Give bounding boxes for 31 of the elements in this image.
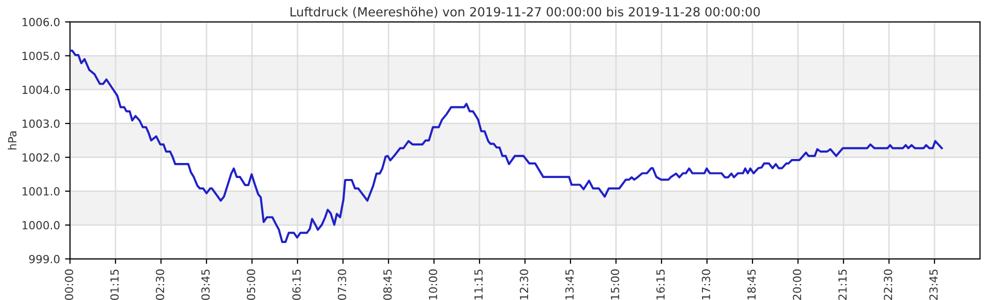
x-tick-label: 18:45 [747,270,756,300]
x-tick-label: 11:15 [474,270,483,300]
x-tick-label: 02:30 [156,269,164,300]
x-tick-label: 20:00 [792,269,802,300]
y-tick-label: 999.0 [29,254,60,264]
x-tick-label: 08:45 [383,270,392,300]
x-tick-label: 23:45 [929,270,938,300]
x-tick-label: 03:45 [201,270,210,300]
y-tick-label: 1002.0 [22,153,60,162]
y-tick-label: 1004.0 [22,86,60,94]
x-tick-label: 07:30 [338,269,346,300]
x-tick-label: 22:30 [884,269,892,300]
x-tick-label: 00:00 [64,269,74,300]
x-tick-label: 05:00 [246,269,256,300]
x-tick-label: 10:00 [428,269,438,300]
x-tick-label: 06:15 [292,270,301,300]
x-tick-label: 13:45 [565,270,574,300]
line-series [70,50,943,244]
chart-title: Luftdruck (Meereshöhe) von 2019-11-27 00:00:00 bis 2019-11-28 00:00:00 [290,6,760,18]
x-tick-label: 15:00 [610,269,620,300]
y-tick-label: 1001.0 [22,187,60,196]
x-tick-label: 12:30 [520,269,528,300]
y-tick-label: 1005.0 [22,52,60,60]
y-tick-label: 1003.0 [22,119,60,128]
x-tick-label: 16:15 [656,270,665,300]
y-axis-title: hPa [8,131,16,150]
y-tick-label: 1006.0 [22,18,60,26]
x-tick-label: 17:30 [702,269,710,300]
x-tick-label: 01:15 [110,270,119,300]
y-tick-label: 1000.0 [22,221,60,230]
x-tick-label: 21:15 [838,270,847,300]
